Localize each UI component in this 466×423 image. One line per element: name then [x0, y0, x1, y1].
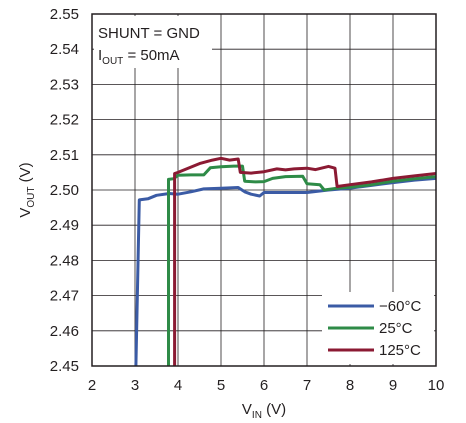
y-tick-label: 2.54 [50, 41, 79, 58]
y-tick-label: 2.46 [50, 323, 79, 340]
legend-label: −60°C [379, 298, 421, 315]
y-tick-label: 2.51 [50, 147, 79, 164]
series-lines [134, 156, 437, 367]
x-tick-label: 5 [217, 377, 225, 394]
grid [91, 13, 437, 367]
y-tick-label: 2.53 [50, 76, 79, 93]
y-tick-label: 2.52 [50, 112, 79, 129]
x-tick-label: 6 [260, 377, 268, 394]
x-tick-label: 4 [174, 377, 182, 394]
legend: −60°C 25°C 125°C [322, 292, 434, 364]
annotation-iout: IOUT = 50mA [98, 47, 180, 67]
x-tick-label: 2 [88, 377, 96, 394]
annotation-shunt: SHUNT = GND [98, 25, 200, 42]
x-tick-labels: 2 3 4 5 6 7 8 9 10 [88, 377, 445, 394]
y-tick-label: 2.47 [50, 288, 79, 305]
y-tick-label: 2.48 [50, 252, 79, 269]
series-line [173, 156, 437, 366]
y-tick-labels: 2.45 2.46 2.47 2.48 2.49 2.50 2.51 2.52 2.53 2.54… [50, 6, 79, 375]
y-axis-label: VOUT (V) [17, 162, 37, 217]
x-tick-label: 9 [389, 377, 397, 394]
y-tick-label: 2.45 [50, 358, 79, 375]
x-axis-label: VIN (V) [242, 401, 286, 421]
x-tick-label: 7 [303, 377, 311, 394]
series-line [167, 164, 437, 366]
legend-label: 125°C [379, 342, 421, 359]
annotation-background [94, 16, 212, 68]
x-tick-label: 10 [428, 377, 445, 394]
plot-frame [91, 13, 437, 367]
y-tick-label: 2.49 [50, 217, 79, 234]
legend-label: 25°C [379, 320, 413, 337]
y-tick-label: 2.55 [50, 6, 79, 23]
y-tick-label: 2.50 [50, 182, 79, 199]
x-tick-label: 8 [346, 377, 354, 394]
x-tick-label: 3 [131, 377, 139, 394]
